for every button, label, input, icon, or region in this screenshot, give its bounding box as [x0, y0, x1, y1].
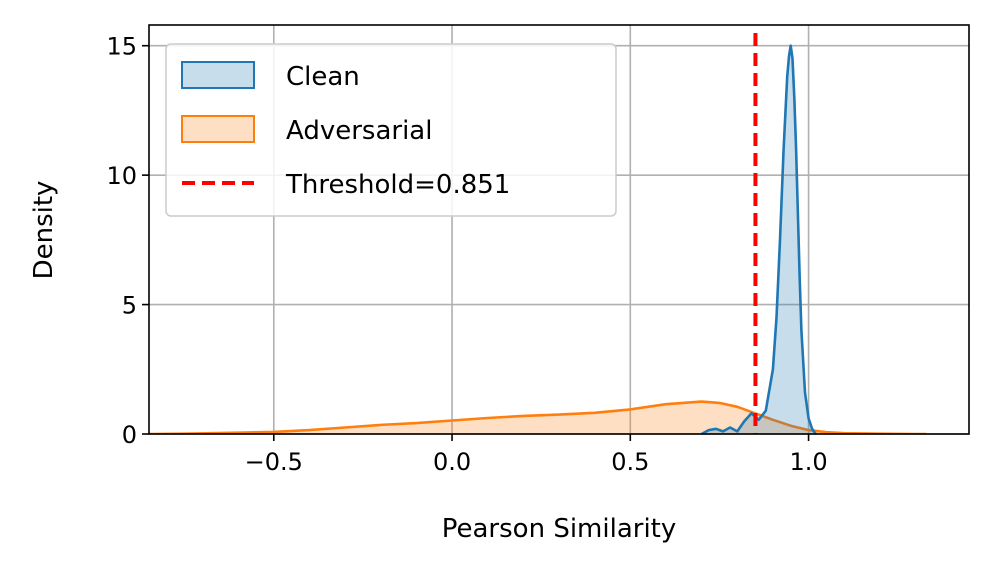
y-tick-label: 10: [106, 162, 137, 190]
series-layer: [149, 33, 927, 434]
legend-adversarial-label: Adversarial: [286, 116, 432, 146]
y-tick-label: 0: [122, 421, 137, 449]
y-axis-label: Density: [29, 181, 59, 280]
y-tick-label: 5: [122, 292, 137, 320]
x-tick-label: 0.5: [611, 448, 649, 476]
adversarial-density-line: [149, 400, 927, 434]
legend: Clean Adversarial Threshold=0.851: [165, 43, 617, 217]
clean-density-line: [700, 44, 817, 434]
ticks: −0.5 0.0 0.5 1.0 0 5 10 15: [106, 33, 827, 476]
legend-box: [165, 43, 617, 217]
x-tick-label: 0.0: [433, 448, 471, 476]
x-tick-label: −0.5: [245, 448, 303, 476]
legend-clean-swatch: [181, 61, 255, 89]
legend-clean-label: Clean: [286, 62, 360, 92]
clean-density-area: [701, 45, 816, 434]
y-tick-label: 15: [106, 33, 137, 61]
adversarial-density-area: [149, 401, 927, 434]
plot-frame: [148, 24, 970, 435]
legend-threshold-label: Threshold=0.851: [285, 170, 510, 200]
x-axis-label: Pearson Similarity: [442, 514, 677, 544]
legend-adversarial-swatch: [181, 115, 255, 143]
x-tick-label: 1.0: [789, 448, 827, 476]
